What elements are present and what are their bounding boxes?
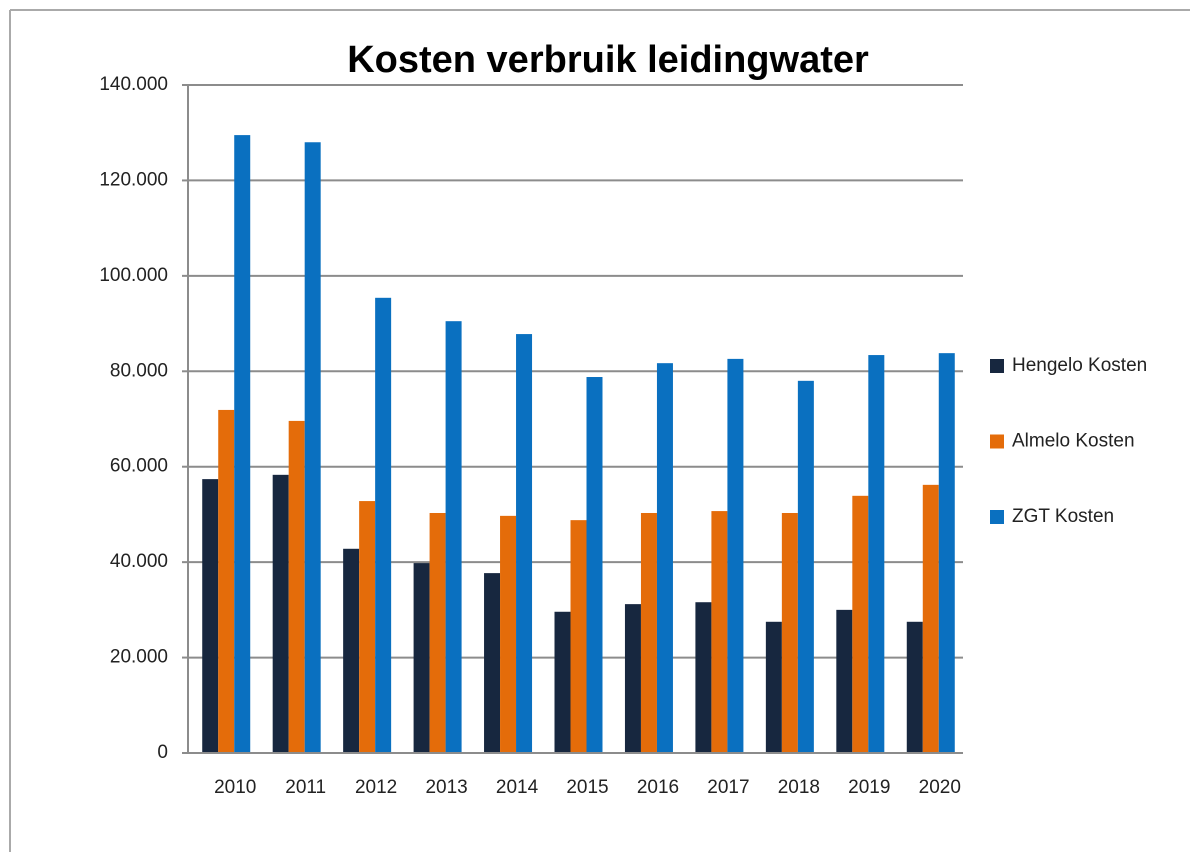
bar (343, 548, 360, 753)
y-tick-label: 100.000 (99, 265, 168, 286)
y-tick-label: 120.000 (99, 169, 168, 190)
x-tick-label: 2010 (214, 777, 256, 798)
bar (429, 512, 446, 753)
bar (836, 609, 853, 753)
bar (304, 142, 321, 753)
legend-swatch (990, 510, 1004, 524)
legend-swatch (990, 359, 1004, 373)
x-tick-label: 2019 (848, 777, 890, 798)
x-tick-label: 2020 (919, 777, 961, 798)
x-tick-label: 2013 (425, 777, 467, 798)
legend-label: Almelo Kosten (1012, 431, 1135, 452)
bar (359, 501, 376, 753)
bar (218, 409, 235, 753)
bar (570, 520, 587, 753)
bar (781, 512, 798, 753)
bar (906, 621, 923, 753)
legend-label: ZGT Kosten (1012, 506, 1114, 527)
bar (288, 420, 305, 753)
x-tick-label: 2011 (285, 777, 326, 798)
y-tick-label: 140.000 (99, 74, 168, 95)
x-tick-label: 2018 (778, 777, 820, 798)
bar (234, 135, 251, 754)
y-tick-label: 60.000 (110, 456, 168, 477)
legend-swatch (990, 434, 1004, 449)
bar (868, 355, 885, 753)
bar (727, 358, 744, 753)
bar (586, 377, 603, 753)
bar (272, 474, 289, 753)
x-tick-label: 2015 (566, 777, 608, 798)
bar (765, 621, 782, 753)
y-tick-label: 20.000 (110, 647, 168, 668)
bar (640, 512, 657, 753)
bar (375, 297, 392, 753)
bar (445, 321, 462, 753)
bar (922, 484, 939, 753)
bar (484, 573, 501, 753)
x-tick-label: 2017 (707, 777, 749, 798)
bar (711, 511, 728, 753)
x-tick-label: 2014 (496, 777, 539, 798)
bar (797, 380, 814, 753)
y-tick-label: 80.000 (110, 360, 168, 381)
bar (500, 515, 517, 753)
bar (413, 563, 430, 753)
bar (624, 604, 641, 753)
y-tick-label: 0 (157, 742, 168, 763)
chart-title: Kosten verbruik leidingwater (347, 39, 869, 81)
bar (938, 353, 955, 753)
bar (554, 611, 571, 753)
y-tick-label: 40.000 (110, 551, 168, 572)
legend-label: Hengelo Kosten (1012, 355, 1147, 376)
x-tick-label: 2016 (637, 777, 679, 798)
x-tick-label: 2012 (355, 777, 397, 798)
bar (656, 363, 673, 753)
bar (516, 334, 533, 753)
bar (852, 495, 869, 753)
bar (202, 479, 219, 753)
bar (695, 602, 712, 753)
